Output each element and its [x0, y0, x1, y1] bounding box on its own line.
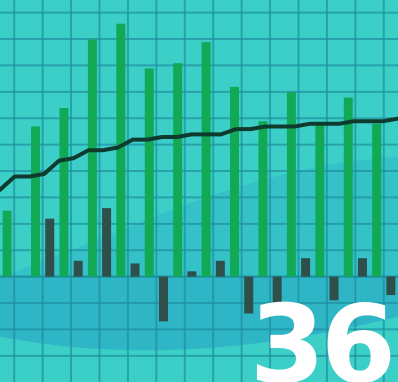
dark-bar [45, 218, 55, 277]
big-number-badge: 36 [249, 283, 396, 382]
green-bar [343, 97, 353, 277]
green-bar [116, 23, 126, 277]
dark-bar [301, 258, 311, 277]
green-bar [173, 63, 183, 277]
green-bar [258, 121, 268, 277]
dark-bar [272, 276, 282, 306]
green-bar [286, 92, 296, 277]
green-bar [2, 210, 12, 277]
dark-bar [215, 260, 225, 277]
bar-layer [2, 23, 396, 322]
dark-bar [187, 271, 197, 277]
line-layer [0, 116, 398, 192]
green-bar [372, 123, 382, 277]
dark-bar [73, 260, 83, 277]
green-bar [87, 39, 97, 277]
dark-bar [329, 276, 339, 301]
dark-bar [244, 276, 254, 314]
green-bar [31, 126, 41, 277]
dark-bar [357, 258, 367, 277]
green-bar [201, 42, 211, 277]
green-bar [144, 68, 154, 277]
trend-line [0, 116, 398, 192]
green-bar [59, 108, 69, 277]
green-bar [315, 123, 325, 277]
green-bar [230, 86, 240, 277]
dark-bar [102, 208, 112, 277]
dark-bar [158, 276, 168, 322]
dark-bar [386, 276, 396, 296]
dark-bar [130, 263, 140, 277]
